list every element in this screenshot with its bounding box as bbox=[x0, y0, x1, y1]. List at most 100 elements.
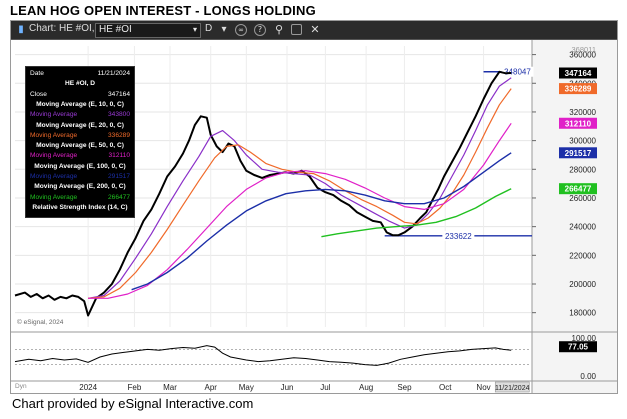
reference-line-label: 233622 bbox=[445, 232, 472, 241]
data-window-value: 347164 bbox=[107, 90, 130, 98]
series-point bbox=[416, 225, 417, 226]
x-tick-label: Mar bbox=[163, 383, 177, 392]
series-point bbox=[345, 190, 346, 191]
series-point bbox=[463, 189, 464, 190]
series-point bbox=[167, 272, 168, 273]
series-point bbox=[317, 187, 318, 188]
y-tick-label: 260000 bbox=[569, 194, 596, 203]
y-tick-label: 240000 bbox=[569, 223, 596, 232]
series-point bbox=[325, 189, 326, 190]
y-tick-label: 320000 bbox=[569, 108, 596, 117]
pin-icon[interactable]: ⚲ bbox=[274, 23, 284, 36]
y-tick-label: 220000 bbox=[569, 251, 596, 260]
x-tick-label: Sep bbox=[397, 383, 412, 392]
series-point bbox=[376, 228, 377, 229]
series-point bbox=[277, 172, 278, 173]
series-point bbox=[424, 209, 425, 210]
data-window-value: 11/21/2024 bbox=[97, 70, 130, 77]
series-point bbox=[384, 200, 385, 201]
series-point bbox=[444, 197, 445, 198]
data-window-label: Moving Average (E, 20, 0, C) bbox=[36, 121, 124, 129]
value-tag bbox=[559, 67, 597, 79]
series-point bbox=[111, 283, 112, 284]
series-point bbox=[285, 172, 286, 173]
series-point bbox=[491, 83, 492, 84]
series-line bbox=[14, 70, 512, 317]
series-point bbox=[463, 175, 464, 176]
data-window-label: Moving Average bbox=[30, 131, 78, 139]
reference-line-label: 348047 bbox=[504, 68, 531, 77]
series-point bbox=[357, 203, 358, 204]
data-window-label: Date bbox=[30, 70, 44, 77]
menu-icon[interactable]: ▾ bbox=[221, 24, 227, 35]
series-point bbox=[30, 296, 31, 297]
x-tick-label: Feb bbox=[128, 383, 142, 392]
series-point bbox=[175, 166, 176, 167]
series-point bbox=[222, 130, 223, 131]
series-point bbox=[388, 220, 389, 221]
series-point bbox=[404, 206, 405, 207]
link-icon[interactable]: ∞ bbox=[235, 24, 247, 36]
series-moving-average-e-50-0-c bbox=[88, 122, 512, 299]
series-point bbox=[325, 173, 326, 174]
series-point bbox=[266, 177, 267, 178]
series-point bbox=[396, 226, 397, 227]
series-close bbox=[14, 70, 512, 317]
series-line bbox=[131, 152, 512, 291]
close-icon[interactable]: ✕ bbox=[310, 23, 320, 36]
data-window-label: HE #OI, D bbox=[64, 80, 96, 88]
series-point bbox=[48, 295, 49, 296]
rsi-line bbox=[14, 345, 512, 366]
series-point bbox=[72, 295, 73, 296]
series-point bbox=[103, 296, 104, 297]
series-point bbox=[440, 208, 441, 209]
data-window-label: Moving Average (E, 50, 0, C) bbox=[36, 142, 124, 150]
series-point bbox=[210, 134, 211, 135]
data-window-value: 266477 bbox=[107, 193, 130, 201]
y-tick-label: 360000 bbox=[569, 51, 596, 60]
help-icon[interactable]: ? bbox=[254, 24, 266, 36]
series-point bbox=[475, 152, 476, 153]
series-point bbox=[147, 285, 148, 286]
series-point bbox=[216, 146, 217, 147]
value-tag-label: 336289 bbox=[565, 85, 592, 94]
series-point bbox=[135, 258, 136, 259]
series-point bbox=[270, 175, 271, 176]
series-point bbox=[505, 73, 506, 74]
x-cursor-date-box bbox=[494, 381, 530, 393]
data-window-label: Moving Average bbox=[30, 193, 78, 201]
series-moving-average-e-200-0-c bbox=[321, 188, 512, 238]
series-point bbox=[325, 183, 326, 184]
series-point bbox=[499, 140, 500, 141]
series-point bbox=[404, 232, 405, 233]
series-point bbox=[119, 288, 120, 289]
chart-icon[interactable]: ▮ bbox=[18, 24, 24, 35]
series-point bbox=[372, 220, 373, 221]
data-window-label: Close bbox=[30, 90, 47, 98]
series-point bbox=[226, 225, 227, 226]
reference-line-label-bg bbox=[501, 66, 534, 77]
series-point bbox=[376, 206, 377, 207]
series-point bbox=[198, 180, 199, 181]
series-point bbox=[428, 213, 429, 214]
series-point bbox=[119, 281, 120, 282]
series-point bbox=[183, 205, 184, 206]
chevron-down-icon[interactable]: ▾ bbox=[192, 25, 197, 34]
series-point bbox=[60, 296, 61, 297]
series-point bbox=[238, 144, 239, 145]
series-point bbox=[66, 298, 67, 299]
series-point bbox=[511, 152, 512, 153]
window-icon[interactable] bbox=[291, 24, 302, 35]
chart-toolbar: ▮ Chart: HE #OI, D HE #OI ▾ D ▾ ∞ ? ⚲ ✕ bbox=[11, 21, 617, 40]
series-point bbox=[392, 215, 393, 216]
series-point bbox=[228, 143, 229, 144]
data-window-panel: Date 11/21/2024 HE #OI, D Close 347164 Moving… bbox=[25, 66, 135, 218]
series-point bbox=[511, 88, 512, 89]
x-axis: 2024 Feb Mar Apr May Jun Jul Aug Sep Oct Nov 11/21/… bbox=[79, 381, 530, 393]
series-point bbox=[329, 180, 330, 181]
symbol-input[interactable]: HE #OI ▾ bbox=[95, 23, 201, 38]
series-point bbox=[325, 192, 326, 193]
interval-selector[interactable]: D bbox=[205, 23, 213, 34]
series-point bbox=[455, 216, 456, 217]
x-tick-label: Aug bbox=[359, 383, 373, 392]
